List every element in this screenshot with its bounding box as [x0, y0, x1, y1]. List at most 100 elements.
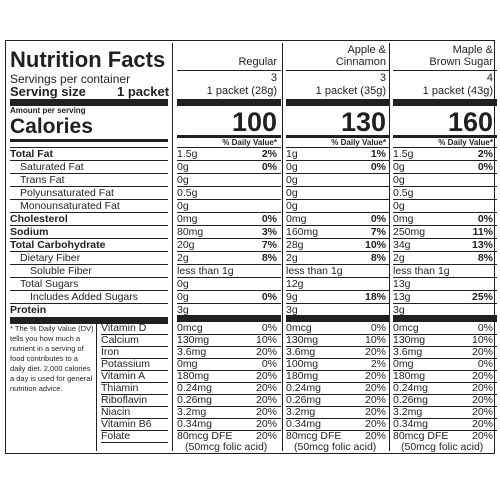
micronutrient-label: Vitamin B6	[101, 418, 152, 430]
micronutrient-amount: 0mcg	[393, 322, 419, 334]
micronutrient-cell-rule	[177, 334, 281, 335]
micronutrient-amount: 180mg	[393, 370, 426, 382]
column-header-rule	[286, 70, 390, 71]
micronutrient-daily-value: 10%	[255, 334, 277, 346]
micronutrient-amount: 3.6mg	[177, 346, 207, 358]
nutrient-cell-rule	[393, 147, 497, 148]
micronutrient-label: Niacin	[101, 406, 131, 418]
micronutrient-cell-rule	[393, 358, 497, 359]
nutrient-cell-rule	[393, 277, 497, 278]
micronutrient-daily-value: 20%	[255, 382, 277, 394]
column-divider	[393, 99, 497, 106]
nutrient-cell-rule	[177, 147, 281, 148]
column-name-line2: Cinnamon	[335, 56, 386, 68]
micronutrient-cell-rule	[177, 358, 281, 359]
serving-size-value: 1 packet (35g)	[315, 85, 386, 97]
micronutrient-cell-rule	[393, 394, 497, 395]
nutrient-cell-rule	[393, 303, 497, 304]
micronutrient-daily-value: 20%	[255, 406, 277, 418]
micronutrient-cell-rule	[177, 418, 281, 419]
nutrient-daily-value: 11%	[472, 226, 493, 238]
nutrient-amount: 80mg	[177, 226, 204, 238]
nutrient-label: Monounsaturated Fat	[20, 200, 120, 212]
nutrient-amount: 0g	[177, 291, 189, 303]
calories-divider	[10, 139, 168, 142]
nutrient-amount: 0.5g	[177, 187, 198, 199]
nutrient-amount: 12g	[286, 278, 304, 290]
nutrient-amount: 13g	[393, 291, 411, 303]
micronutrient-cell-rule	[286, 358, 390, 359]
nutrient-daily-value: 8%	[370, 252, 386, 264]
nutrient-daily-value: 0%	[370, 213, 386, 225]
nutrient-daily-value: 8%	[261, 252, 277, 264]
header-divider	[10, 99, 168, 106]
micronutrient-amount: 3.6mg	[393, 346, 423, 358]
folic-acid-note: (50mcg folic acid)	[294, 441, 377, 453]
micronutrient-cell-rule	[393, 406, 497, 407]
micronutrient-amount: 130mg	[286, 334, 319, 346]
nutrient-label: Soluble Fiber	[30, 265, 92, 277]
daily-value-header: % Daily Value*	[438, 138, 493, 147]
micronutrient-daily-value: 20%	[364, 394, 386, 406]
servings-per-container-label: Servings per container	[10, 72, 131, 86]
nutrient-cell-rule	[393, 186, 497, 187]
nutrient-amount: 0.5g	[393, 187, 414, 199]
nutrient-amount: 0mg	[286, 213, 307, 225]
micronutrient-cell-rule	[177, 406, 281, 407]
nutrient-cell-rule	[393, 173, 497, 174]
serving-size-value: 1 packet (43g)	[422, 85, 493, 97]
nutrient-amount: 0g	[177, 278, 189, 290]
micronutrient-amount: 80mcg DFE	[286, 430, 342, 442]
nutrient-daily-value: 18%	[364, 291, 386, 303]
nutrient-cell-rule	[177, 225, 281, 226]
micronutrient-daily-value: 20%	[255, 418, 277, 430]
micronutrient-amount: 3.2mg	[393, 406, 423, 418]
nutrient-daily-value: 0%	[370, 161, 386, 173]
nutrient-cell-rule	[177, 290, 281, 291]
micronutrient-cell-rule	[393, 430, 497, 431]
nutrient-label: Sodium	[10, 226, 49, 238]
calories-label: Calories	[10, 115, 93, 138]
nutrient-amount: 160mg	[286, 226, 319, 238]
micronutrient-daily-value: 2%	[370, 358, 386, 370]
nutrient-cell-rule	[286, 290, 390, 291]
nutrient-label: Protein	[10, 304, 47, 316]
micronutrient-amount: 0.24mg	[393, 382, 429, 394]
nutrient-amount: 0g	[286, 200, 298, 212]
micronutrient-rule	[101, 418, 168, 419]
nutrient-row-rule	[10, 238, 168, 239]
micronutrient-daily-value: 20%	[471, 370, 493, 382]
micronutrient-cell-rule	[177, 394, 281, 395]
micronutrient-daily-value: 20%	[255, 346, 277, 358]
daily-value-header: % Daily Value*	[331, 138, 386, 147]
micronutrient-daily-value: 20%	[471, 382, 493, 394]
micronutrient-daily-value: 20%	[471, 394, 493, 406]
nutrient-daily-value: 0%	[261, 161, 277, 173]
micronutrient-rule	[101, 346, 168, 347]
nutrient-amount: 13g	[393, 278, 411, 290]
nutrient-cell-rule	[393, 225, 497, 226]
nutrient-cell-rule	[286, 173, 390, 174]
micronutrient-amount: 0.34mg	[286, 418, 322, 430]
micronutrient-rule	[101, 334, 168, 335]
nutrient-row-rule	[10, 225, 168, 226]
micronutrient-rule	[101, 442, 168, 443]
micronutrient-amount: 130mg	[393, 334, 426, 346]
micronutrient-cell-rule	[177, 430, 281, 431]
nutrient-cell-rule	[286, 264, 390, 265]
nutrient-daily-value: 2%	[477, 148, 493, 160]
micronutrient-cell-rule	[177, 346, 281, 347]
micronutrient-daily-value: 0%	[477, 358, 493, 370]
nutrient-amount: 0g	[286, 161, 298, 173]
footnote-separator	[96, 323, 97, 451]
micronutrient-amount: 3.2mg	[177, 406, 207, 418]
nutrient-amount: 3g	[177, 304, 189, 316]
micronutrient-cell-rule	[286, 418, 390, 419]
nutrient-cell-rule	[286, 147, 390, 148]
nutrient-daily-value: 0%	[261, 291, 277, 303]
nutrient-label: Polyunsaturated Fat	[20, 187, 114, 199]
micronutrient-amount: 0mg	[393, 358, 414, 370]
folic-acid-note: (50mcg folic acid)	[185, 441, 268, 453]
nutrient-amount: 0g	[393, 161, 405, 173]
folic-acid-note: (50mcg folic acid)	[401, 441, 484, 453]
